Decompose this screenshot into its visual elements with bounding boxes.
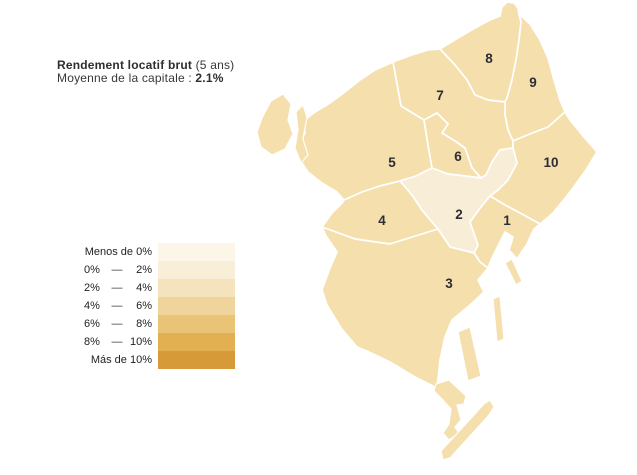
title-line-1: Rendement locatif brut (5 ans) — [57, 59, 234, 72]
legend-row-label: 2% —4% — [84, 282, 152, 294]
legend-row-label: 0% —2% — [84, 264, 152, 276]
district-3[interactable] — [321, 226, 489, 389]
legend-swatch — [158, 279, 235, 297]
district-1-label: 1 — [503, 213, 511, 228]
legend-swatch — [158, 351, 235, 369]
map-title: Rendement locatif brut (5 ans) Moyenne d… — [57, 59, 234, 85]
legend-swatch — [158, 315, 235, 333]
district-7-label: 7 — [436, 88, 444, 103]
title-main: Rendement locatif brut — [57, 58, 193, 72]
port-breakwater-long — [440, 399, 495, 461]
legend-row-label: Menos de 0% — [84, 246, 152, 258]
district-3-label: 3 — [445, 276, 453, 291]
title-line-2: Moyenne de la capitale : 2.1% — [57, 72, 234, 85]
legend-row-label: Más de 10% — [90, 354, 152, 366]
district-8-label: 8 — [485, 51, 493, 66]
port-pier-strip — [492, 295, 505, 343]
district-10-label: 10 — [543, 155, 558, 170]
legend-swatch — [158, 243, 235, 261]
port-pier-slanted — [457, 326, 482, 382]
legend-row-label: 4% —6% — [84, 300, 152, 312]
average-value: 2.1% — [195, 71, 224, 85]
legend-swatch — [158, 261, 235, 279]
district-6-label: 6 — [454, 149, 462, 164]
yield-legend: Menos de 0% 0% —2% 2% —4% 4% —6% 6% —8% 8% —1… — [84, 243, 235, 369]
district-2-label: 2 — [455, 207, 463, 222]
legend-row-label: 8% —10% — [84, 336, 152, 348]
legend-row-label: 6% —8% — [84, 318, 152, 330]
legend-labels: Menos de 0% 0% —2% 2% —4% 4% —6% 6% —8% 8% —1… — [84, 243, 152, 369]
district-1[interactable] — [469, 195, 541, 269]
title-suffix: (5 ans) — [192, 58, 235, 72]
district-5-exclave-small — [294, 104, 309, 164]
legend-swatch — [158, 297, 235, 315]
port-pier-north — [504, 258, 523, 286]
district-5-label: 5 — [388, 155, 396, 170]
district-5-exclave — [256, 93, 294, 156]
average-label: Moyenne de la capitale : — [57, 71, 196, 85]
district-9-label: 9 — [529, 75, 537, 90]
district-4-label: 4 — [378, 213, 386, 228]
legend-swatches — [158, 243, 235, 369]
legend-swatch — [158, 333, 235, 351]
